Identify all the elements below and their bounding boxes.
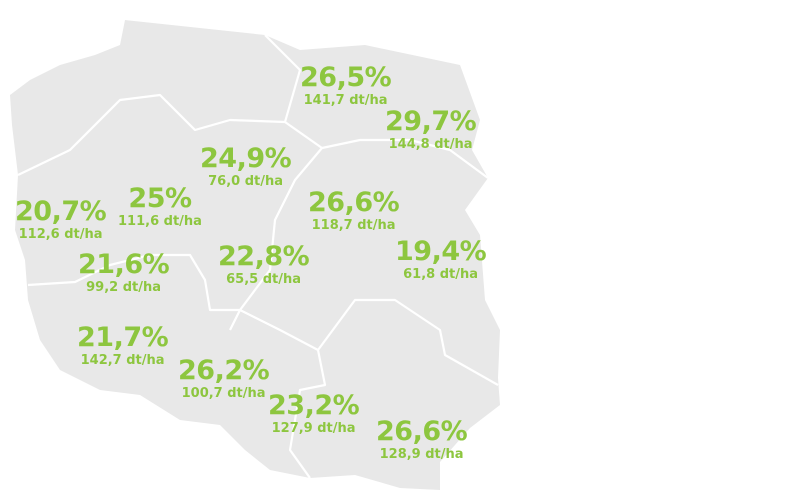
region-yield: 111,6 dt/ha <box>118 214 202 229</box>
region-percent: 19,4% <box>395 236 487 267</box>
region-label-south-west: 21,7% 142,7 dt/ha <box>77 322 169 369</box>
region-percent: 26,6% <box>308 187 400 218</box>
region-label-central-east: 26,6% 118,7 dt/ha <box>308 187 400 234</box>
region-label-north-central: 24,9% 76,0 dt/ha <box>200 143 292 190</box>
region-percent: 25% <box>128 183 192 214</box>
region-yield: 144,8 dt/ha <box>388 137 473 152</box>
region-label-south-central: 26,2% 100,7 dt/ha <box>178 355 270 402</box>
region-label-north-west: 25% 111,6 dt/ha <box>118 183 202 230</box>
region-label-north-east: 26,5% 141,7 dt/ha <box>300 62 392 109</box>
region-yield: 61,8 dt/ha <box>403 267 479 282</box>
region-label-south-east: 26,6% 128,9 dt/ha <box>376 416 468 463</box>
region-percent: 21,7% <box>77 322 169 353</box>
region-percent: 22,8% <box>218 241 310 272</box>
region-percent: 29,7% <box>385 106 477 137</box>
region-percent: 26,6% <box>376 416 468 447</box>
region-label-central: 22,8% 65,5 dt/ha <box>218 241 310 288</box>
region-yield: 100,7 dt/ha <box>181 386 266 401</box>
region-yield: 128,9 dt/ha <box>379 447 464 462</box>
region-percent: 24,9% <box>200 143 292 174</box>
region-label-south: 23,2% 127,9 dt/ha <box>268 390 360 437</box>
region-yield: 127,9 dt/ha <box>271 421 356 436</box>
region-borders <box>17 34 499 479</box>
country-shape <box>10 20 500 490</box>
region-percent: 26,5% <box>300 62 392 93</box>
region-label-east: 19,4% 61,8 dt/ha <box>395 236 487 283</box>
region-percent: 21,6% <box>78 249 170 280</box>
region-percent: 20,7% <box>15 196 107 227</box>
region-label-west: 21,6% 99,2 dt/ha <box>78 249 170 296</box>
region-percent: 26,2% <box>178 355 270 386</box>
region-yield: 76,0 dt/ha <box>208 174 284 189</box>
region-label-east-top: 29,7% 144,8 dt/ha <box>385 106 477 153</box>
region-label-west-far: 20,7% 112,6 dt/ha <box>15 196 107 243</box>
region-yield: 112,6 dt/ha <box>18 227 103 242</box>
region-yield: 141,7 dt/ha <box>303 93 388 108</box>
region-percent: 23,2% <box>268 390 360 421</box>
region-yield: 99,2 dt/ha <box>86 280 162 295</box>
region-yield: 118,7 dt/ha <box>311 218 396 233</box>
region-yield: 142,7 dt/ha <box>80 353 165 368</box>
region-yield: 65,5 dt/ha <box>226 272 302 287</box>
